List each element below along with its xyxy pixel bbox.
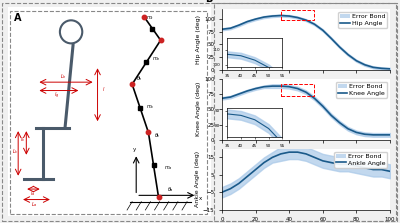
Text: B: B bbox=[205, 0, 212, 4]
Y-axis label: Knee Angle (deg): Knee Angle (deg) bbox=[196, 82, 201, 136]
Text: $L_h$: $L_h$ bbox=[60, 72, 66, 81]
Text: x: x bbox=[199, 196, 202, 200]
Text: $\theta_k$: $\theta_k$ bbox=[154, 131, 160, 140]
Y-axis label: Hip Angle (deg): Hip Angle (deg) bbox=[196, 15, 201, 64]
Text: $L_k$: $L_k$ bbox=[12, 147, 19, 156]
Text: $\theta_a$: $\theta_a$ bbox=[167, 185, 174, 194]
Text: $l_a$: $l_a$ bbox=[30, 189, 35, 198]
Text: $l$: $l$ bbox=[102, 85, 105, 93]
Text: $L_a$: $L_a$ bbox=[31, 200, 38, 209]
Text: A: A bbox=[14, 13, 22, 23]
Y-axis label: Ankle Angle (deg): Ankle Angle (deg) bbox=[195, 151, 200, 207]
Text: $m_k$: $m_k$ bbox=[146, 103, 155, 111]
Text: $m_t$: $m_t$ bbox=[146, 14, 154, 22]
Text: $l_g$: $l_g$ bbox=[54, 91, 60, 101]
Text: y: y bbox=[133, 147, 136, 152]
Bar bbox=[281, 10, 314, 20]
Text: $l_k$: $l_k$ bbox=[20, 135, 26, 144]
Legend: Error Bond, Ankle Angle: Error Bond, Ankle Angle bbox=[334, 152, 387, 167]
Legend: Error Bond, Hip Angle: Error Bond, Hip Angle bbox=[338, 12, 387, 28]
Text: $m_h$: $m_h$ bbox=[152, 55, 161, 63]
Text: $\theta_h$: $\theta_h$ bbox=[136, 74, 143, 83]
Legend: Error Bond, Knee Angle: Error Bond, Knee Angle bbox=[336, 82, 387, 98]
Text: $m_a$: $m_a$ bbox=[164, 164, 172, 172]
Bar bbox=[281, 84, 314, 96]
